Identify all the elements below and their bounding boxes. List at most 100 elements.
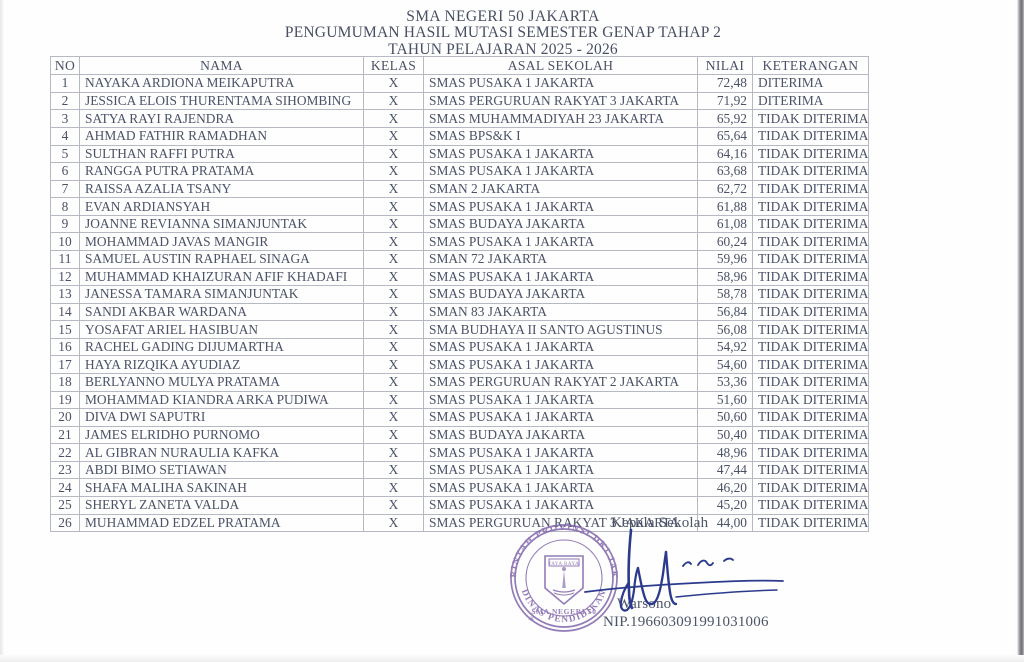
- row-asal: SMAS BUDAYA JAKARTA: [423, 425, 698, 445]
- row-nilai: 58,78: [697, 285, 753, 304]
- row-keterangan: DITERIMA: [752, 74, 869, 93]
- stamp-inner-text: SMA NEGERI 50: [531, 607, 596, 616]
- row-kelas: X: [363, 443, 424, 462]
- row-nama: SAMUEL AUSTIN RAPHAEL SINAGA: [79, 249, 364, 269]
- row-asal: SMAN 2 JAKARTA: [423, 179, 698, 199]
- row-keterangan: TIDAK DITERIMA: [752, 408, 869, 427]
- row-nilai: 56,08: [697, 320, 753, 339]
- row-keterangan: TIDAK DITERIMA: [752, 179, 869, 199]
- row-nilai: 61,88: [697, 197, 753, 216]
- handwritten-signature: [584, 528, 784, 612]
- table-row: 18 BERLYANNO MULYA PRATAMA X SMAS PERGURUAN…: [50, 373, 869, 392]
- row-no: 23: [50, 460, 80, 480]
- row-nilai: 64,16: [697, 144, 753, 164]
- table-row: 21 JAMES ELRIDHO PURNOMO X SMAS BUDAYA JAKA…: [50, 425, 869, 445]
- row-nama: MOHAMMAD KIANDRA ARKA PUDIWA: [79, 390, 364, 410]
- row-keterangan: DITERIMA: [752, 91, 869, 111]
- row-nilai: 58,96: [697, 267, 753, 287]
- row-nilai: 51,60: [697, 390, 753, 410]
- row-asal: SMAS PUSAKA 1 JAKARTA: [423, 496, 698, 515]
- row-no: 14: [50, 302, 80, 322]
- row-nilai: 45,20: [697, 496, 753, 515]
- row-nama: JOANNE REVIANNA SIMANJUNTAK: [79, 214, 364, 234]
- row-keterangan: TIDAK DITERIMA: [752, 197, 869, 216]
- table-header-row: NO NAMA KELAS ASAL SEKOLAH NILAI KETERAN…: [50, 55, 869, 76]
- row-asal: SMAS BUDAYA JAKARTA: [423, 285, 698, 304]
- row-no: 7: [50, 179, 80, 199]
- row-kelas: X: [363, 320, 424, 339]
- row-nama: BERLYANNO MULYA PRATAMA: [79, 373, 364, 392]
- row-nama: SANDI AKBAR WARDANA: [79, 302, 364, 322]
- row-keterangan: TIDAK DITERIMA: [752, 373, 869, 392]
- row-no: 10: [50, 232, 80, 251]
- row-kelas: X: [363, 214, 424, 234]
- row-asal: SMAS BUDAYA JAKARTA: [423, 214, 698, 234]
- row-keterangan: TIDAK DITERIMA: [752, 425, 869, 445]
- row-keterangan: TIDAK DITERIMA: [752, 162, 869, 181]
- row-nilai: 54,60: [697, 355, 753, 375]
- row-kelas: X: [363, 302, 424, 322]
- document-title-block: SMA NEGERI 50 JAKARTA PENGUMUMAN HASIL M…: [0, 8, 1006, 58]
- row-nilai: 65,64: [697, 126, 753, 146]
- table-row: 7 RAISSA AZALIA TSANY X SMAN 2 JAKARTA 62,72…: [50, 179, 869, 199]
- table-row: 15 YOSAFAT ARIEL HASIBUAN X SMA BUDHAYA II …: [50, 320, 869, 339]
- row-nama: MUHAMMAD EDZEL PRATAMA: [79, 513, 364, 533]
- row-nama: JESSICA ELOIS THURENTAMA SIHOMBING: [79, 91, 364, 111]
- row-asal: SMAS PUSAKA 1 JAKARTA: [423, 232, 698, 251]
- table-row: 8 EVAN ARDIANSYAH X SMAS PUSAKA 1 JAKARTA 61…: [50, 197, 869, 216]
- row-kelas: X: [363, 179, 424, 199]
- row-keterangan: TIDAK DITERIMA: [752, 390, 869, 410]
- row-asal: SMAS PUSAKA 1 JAKARTA: [423, 144, 698, 164]
- row-keterangan: TIDAK DITERIMA: [752, 214, 869, 234]
- row-kelas: X: [363, 109, 424, 128]
- row-keterangan: TIDAK DITERIMA: [752, 126, 869, 146]
- row-no: 22: [50, 443, 80, 462]
- row-no: 18: [50, 373, 80, 392]
- row-asal: SMAS PUSAKA 1 JAKARTA: [423, 337, 698, 357]
- table-row: 26 MUHAMMAD EDZEL PRATAMA X SMAS PERGURUAN …: [50, 513, 869, 533]
- row-nama: EVAN ARDIANSYAH: [79, 197, 364, 216]
- row-nama: MOHAMMAD JAVAS MANGIR: [79, 232, 364, 251]
- row-nama: RACHEL GADING DIJUMARTHA: [79, 337, 364, 357]
- row-nilai: 61,08: [697, 214, 753, 234]
- row-asal: SMAS PUSAKA 1 JAKARTA: [423, 390, 698, 410]
- signature-name: Warsono: [617, 596, 672, 612]
- row-nama: RAISSA AZALIA TSANY: [79, 179, 364, 199]
- row-nilai: 62,72: [697, 179, 753, 199]
- table-row: 5 SULTHAN RAFFI PUTRA X SMAS PUSAKA 1 JAKAR…: [50, 144, 869, 164]
- row-no: 15: [50, 320, 80, 339]
- row-no: 19: [50, 390, 80, 410]
- table-row: 22 AL GIBRAN NURAULIA KAFKA X SMAS PUSAKA 1…: [50, 443, 869, 462]
- row-keterangan: TIDAK DITERIMA: [752, 302, 869, 322]
- row-asal: SMAS PUSAKA 1 JAKARTA: [423, 197, 698, 216]
- scan-edge-left: [0, 0, 4, 662]
- signature-block: Kepala Sekolah Warsono NIP.1966030919910…: [585, 515, 845, 630]
- row-nama: ABDI BIMO SETIAWAN: [79, 460, 364, 480]
- row-asal: SMAS PUSAKA 1 JAKARTA: [423, 478, 698, 498]
- row-nilai: 72,48: [697, 74, 753, 93]
- table-row: 25 SHERYL ZANETA VALDA X SMAS PUSAKA 1 JAKA…: [50, 496, 869, 515]
- row-asal: SMAS PUSAKA 1 JAKARTA: [423, 408, 698, 427]
- row-nilai: 56,84: [697, 302, 753, 322]
- row-keterangan: TIDAK DITERIMA: [752, 496, 869, 515]
- table-row: 1 NAYAKA ARDIONA MEIKAPUTRA X SMAS PUSAKA 1…: [50, 74, 869, 93]
- row-no: 21: [50, 425, 80, 445]
- row-keterangan: TIDAK DITERIMA: [752, 320, 869, 339]
- row-kelas: X: [363, 91, 424, 111]
- row-nilai: 71,92: [697, 91, 753, 111]
- table-body: 1 NAYAKA ARDIONA MEIKAPUTRA X SMAS PUSAKA 1…: [50, 74, 869, 533]
- row-nama: MUHAMMAD KHAIZURAN AFIF KHADAFI: [79, 267, 364, 287]
- column-header-nilai: NILAI: [697, 55, 753, 76]
- row-nama: RANGGA PUTRA PRATAMA: [79, 162, 364, 181]
- row-nama: AL GIBRAN NURAULIA KAFKA: [79, 443, 364, 462]
- table-row: 9 JOANNE REVIANNA SIMANJUNTAK X SMAS BUDAYA…: [50, 214, 869, 234]
- row-kelas: X: [363, 74, 424, 93]
- row-nilai: 60,24: [697, 232, 753, 251]
- row-nama: JAMES ELRIDHO PURNOMO: [79, 425, 364, 445]
- row-asal: SMAS BPS&K I: [423, 126, 698, 146]
- row-nilai: 50,40: [697, 425, 753, 445]
- row-keterangan: TIDAK DITERIMA: [752, 460, 869, 480]
- row-no: 25: [50, 496, 80, 515]
- row-kelas: X: [363, 337, 424, 357]
